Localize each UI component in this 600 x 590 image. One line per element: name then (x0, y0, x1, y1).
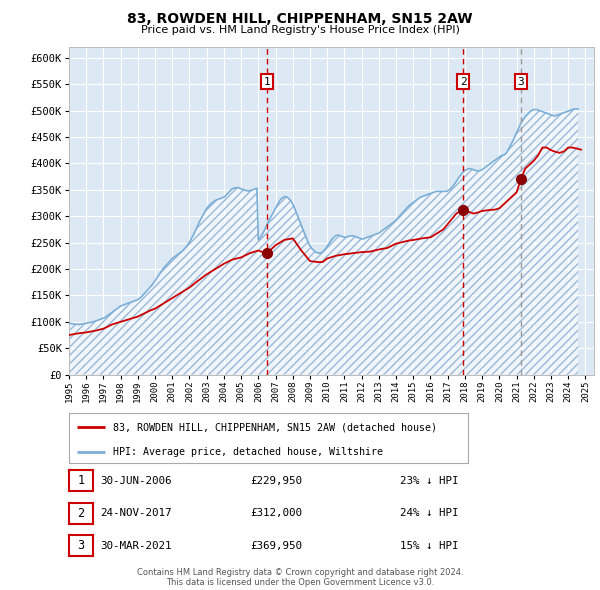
Text: £369,950: £369,950 (250, 541, 302, 550)
Text: 3: 3 (517, 77, 524, 87)
Text: 83, ROWDEN HILL, CHIPPENHAM, SN15 2AW: 83, ROWDEN HILL, CHIPPENHAM, SN15 2AW (127, 12, 473, 26)
Text: 2: 2 (77, 507, 85, 520)
Text: 3: 3 (77, 539, 85, 552)
Text: 30-MAR-2021: 30-MAR-2021 (100, 541, 172, 550)
Text: 30-JUN-2006: 30-JUN-2006 (100, 476, 172, 486)
Text: 2: 2 (460, 77, 467, 87)
Text: Contains HM Land Registry data © Crown copyright and database right 2024.
This d: Contains HM Land Registry data © Crown c… (137, 568, 463, 587)
Text: 1: 1 (263, 77, 271, 87)
Text: Price paid vs. HM Land Registry's House Price Index (HPI): Price paid vs. HM Land Registry's House … (140, 25, 460, 35)
Text: 24-NOV-2017: 24-NOV-2017 (100, 509, 172, 518)
Text: £229,950: £229,950 (250, 476, 302, 486)
Text: 24% ↓ HPI: 24% ↓ HPI (400, 509, 459, 518)
Text: HPI: Average price, detached house, Wiltshire: HPI: Average price, detached house, Wilt… (113, 447, 383, 457)
Text: 15% ↓ HPI: 15% ↓ HPI (400, 541, 459, 550)
Text: 23% ↓ HPI: 23% ↓ HPI (400, 476, 459, 486)
Text: 1: 1 (77, 474, 85, 487)
Text: £312,000: £312,000 (250, 509, 302, 518)
Text: 83, ROWDEN HILL, CHIPPENHAM, SN15 2AW (detached house): 83, ROWDEN HILL, CHIPPENHAM, SN15 2AW (d… (113, 422, 437, 432)
